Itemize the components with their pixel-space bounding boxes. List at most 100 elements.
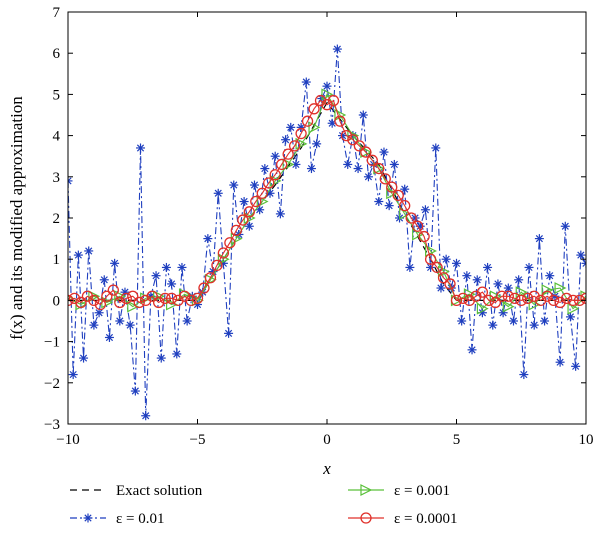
series-3-point xyxy=(509,292,521,304)
series-1-point xyxy=(136,143,146,153)
series-3-point xyxy=(373,162,385,175)
series-1-point xyxy=(130,386,140,396)
series-3-point xyxy=(502,290,514,302)
series-3-point xyxy=(522,292,534,304)
series-1-point xyxy=(224,328,234,338)
series-1-point xyxy=(260,164,270,174)
series-3-point xyxy=(450,294,463,307)
series-1-point xyxy=(467,345,477,355)
legend-item-2: ε = 0.001 xyxy=(348,483,450,499)
series-3-point xyxy=(483,294,495,307)
series-1-point xyxy=(488,320,498,330)
series-1-point xyxy=(286,122,296,132)
series-1-point xyxy=(343,159,353,169)
series-1-point xyxy=(322,81,332,91)
series-3-point xyxy=(444,278,456,290)
series-2-point xyxy=(166,298,178,311)
series-3-point xyxy=(250,195,262,208)
series-3-point xyxy=(327,94,340,107)
series-1-point xyxy=(472,275,482,285)
series-3-point xyxy=(347,134,359,146)
series-1-point xyxy=(379,147,389,157)
series-3-point xyxy=(288,140,301,152)
series-1-point xyxy=(508,316,518,326)
series-2-point xyxy=(153,290,165,303)
y-tick-label: 1 xyxy=(53,252,61,268)
series-1-point xyxy=(141,411,151,421)
series-1-point xyxy=(519,370,529,380)
series-3-point xyxy=(301,115,314,127)
x-tick-label: −10 xyxy=(56,432,79,448)
series-2-point xyxy=(528,298,541,311)
series-1-point xyxy=(249,180,259,190)
series-3-point xyxy=(437,272,450,284)
series-3-point xyxy=(133,296,145,309)
series-1-point xyxy=(405,262,415,272)
series-3-point xyxy=(256,187,268,199)
series-3-point xyxy=(424,253,437,265)
y-tick-label: 7 xyxy=(53,5,61,21)
series-1-point xyxy=(89,320,99,330)
series-2-line xyxy=(68,93,586,310)
y-tick-label: −1 xyxy=(44,335,60,351)
x-tick-label: −5 xyxy=(190,432,206,448)
series-3-point xyxy=(107,284,119,296)
series-2-point xyxy=(308,121,321,134)
series-1-point xyxy=(420,205,430,215)
series-1-point xyxy=(452,258,461,268)
series-2-point xyxy=(217,253,230,266)
series-3-point xyxy=(418,230,430,243)
series-1-point xyxy=(151,271,161,281)
series-1-point xyxy=(431,143,441,153)
series-1-point xyxy=(125,320,135,330)
series-3-point xyxy=(165,292,178,304)
series-3-point xyxy=(230,224,243,237)
series-1-point xyxy=(462,271,472,281)
series-1-point xyxy=(275,209,285,219)
series-1-point xyxy=(529,320,539,330)
series-3-point xyxy=(276,158,288,171)
plot-frame xyxy=(67,11,587,425)
series-3-point xyxy=(379,173,391,185)
series-3-point xyxy=(237,214,249,226)
x-tick-label: 5 xyxy=(453,432,461,448)
series-1-point xyxy=(565,312,575,322)
y-axis-label: f(x) and its modified approximation xyxy=(7,96,26,340)
series-2-point xyxy=(476,302,489,315)
series-3-point xyxy=(120,292,132,304)
series-3-point xyxy=(496,290,508,302)
series-3-point xyxy=(243,206,255,218)
x-tick-label: 0 xyxy=(323,432,331,448)
series-2-point xyxy=(256,195,269,208)
series-1-point xyxy=(244,221,254,231)
series-3-point xyxy=(282,148,294,160)
series-1-point xyxy=(110,258,120,268)
y-tick-label: 3 xyxy=(53,170,61,186)
series-0-line xyxy=(68,101,586,301)
series-1-point xyxy=(68,176,73,186)
series-1-point xyxy=(540,316,550,326)
y-tick-label: −3 xyxy=(44,417,60,433)
series-3-point xyxy=(75,296,87,309)
series-3-point xyxy=(399,199,411,212)
series-3-point xyxy=(146,290,158,302)
series-2-point xyxy=(502,300,515,313)
series-3-point xyxy=(185,294,197,307)
y-tick-label: 2 xyxy=(53,211,61,227)
series-1-point xyxy=(353,164,363,174)
series-3-point xyxy=(334,115,346,127)
series-3-point xyxy=(224,237,236,249)
series-3-point xyxy=(101,290,113,302)
series-3-point xyxy=(269,169,281,181)
series-3-point xyxy=(204,272,217,284)
series-3-point xyxy=(405,212,417,224)
y-tick-label: 5 xyxy=(53,87,61,103)
series-2-point xyxy=(282,158,295,171)
series-3-point xyxy=(191,292,204,304)
series-1-point xyxy=(99,275,109,285)
legend-item-1: ε = 0.01 xyxy=(70,511,165,527)
series-2 xyxy=(68,88,586,315)
series-1-point xyxy=(312,139,322,149)
series-1-point xyxy=(374,197,384,207)
series-2-point xyxy=(567,302,580,315)
